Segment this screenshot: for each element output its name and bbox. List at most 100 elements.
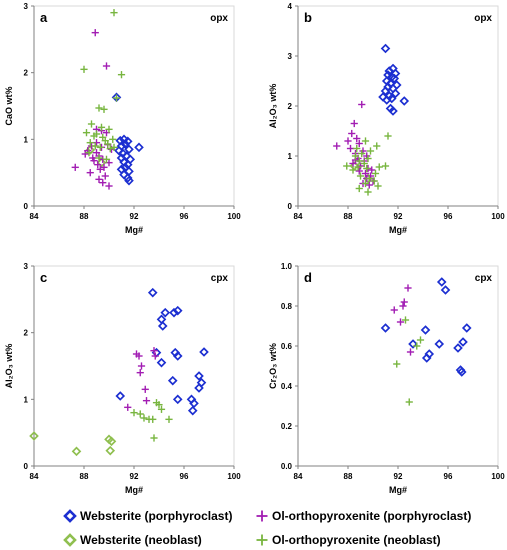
data-point <box>361 137 370 145</box>
data-point <box>96 143 104 151</box>
data-point <box>101 172 109 180</box>
legend-label: Ol-orthopyroxenite (porphyroclast) <box>272 509 471 523</box>
y-tick-label: 1 <box>24 135 29 144</box>
data-point <box>421 353 432 363</box>
panel-letter: c <box>40 270 47 285</box>
legend-label: Ol-orthopyroxenite (neoblast) <box>272 533 441 547</box>
data-point <box>165 415 173 423</box>
data-point <box>97 123 106 131</box>
x-tick-label: 92 <box>130 472 139 481</box>
data-point <box>149 415 157 423</box>
y-tick-label: 1 <box>288 152 293 161</box>
y-tick-label: 2 <box>24 329 29 338</box>
data-point <box>90 132 98 140</box>
data-point <box>399 96 410 106</box>
data-point <box>172 351 183 361</box>
data-point <box>140 414 148 422</box>
series-ol_neo <box>393 316 425 406</box>
data-point <box>384 132 392 140</box>
data-point <box>355 139 363 148</box>
data-point <box>105 445 116 456</box>
panel-c: 84 88 92 96 100 0 1 2 3 Mg# Al₂O₃ wt% c cpx <box>4 262 241 495</box>
data-point <box>368 166 376 174</box>
series-websterite_porph <box>115 287 209 416</box>
y-tick-label: 4 <box>288 2 293 11</box>
data-point <box>348 129 356 138</box>
y-tick-label: 0.2 <box>281 422 293 431</box>
x-tick-label: 88 <box>344 212 353 221</box>
series-websterite_porph <box>111 92 144 186</box>
data-point <box>356 172 365 180</box>
panel-mineral-label: cpx <box>211 273 229 284</box>
data-point <box>135 352 143 360</box>
panel-letter: a <box>40 10 48 25</box>
plot-frame <box>33 265 235 467</box>
data-point <box>194 383 204 393</box>
data-point <box>371 169 380 178</box>
data-point <box>100 163 108 171</box>
legend: Websterite (porphyroclast) Ol-orthopyroxe… <box>63 509 471 547</box>
y-tick-label: 0 <box>24 202 29 211</box>
legend-item-websterite_neo: Websterite (neoblast) <box>63 533 202 547</box>
x-axis-title: Mg# <box>389 485 407 495</box>
data-point <box>130 409 138 417</box>
data-point <box>456 367 467 377</box>
data-point <box>361 179 370 188</box>
x-tick-label: 100 <box>227 212 241 221</box>
data-point <box>364 154 372 163</box>
data-point <box>147 287 158 298</box>
panel-mineral-label: opx <box>210 13 228 24</box>
data-point <box>29 431 39 441</box>
data-point <box>155 401 163 409</box>
data-point <box>346 144 355 153</box>
data-point <box>86 139 94 147</box>
data-point <box>380 323 391 333</box>
data-point <box>393 360 401 368</box>
data-point <box>413 342 421 350</box>
data-point <box>124 144 134 155</box>
data-point <box>343 162 351 170</box>
data-point <box>136 410 144 418</box>
data-point <box>82 129 91 137</box>
data-point <box>110 9 118 17</box>
data-point <box>87 120 96 128</box>
data-point <box>354 163 362 171</box>
data-point <box>141 385 149 393</box>
x-tick-label: 92 <box>394 472 403 481</box>
panel-mineral-label: cpx <box>475 273 493 284</box>
y-tick-label: 3 <box>24 2 29 11</box>
y-tick-label: 0 <box>24 462 29 471</box>
panel-b: 84 88 92 96 100 0 1 2 3 4 Mg# Al₂O₃ wt% b opx <box>268 2 505 235</box>
panel-letter: d <box>304 270 312 285</box>
y-tick-label: 2 <box>288 102 293 111</box>
x-tick-label: 96 <box>444 472 453 481</box>
data-point <box>381 95 392 105</box>
data-point <box>106 145 114 153</box>
data-point <box>189 398 199 409</box>
x-tick-label: 84 <box>294 472 303 481</box>
data-point <box>157 405 166 413</box>
data-point <box>124 403 132 411</box>
y-tick-label: 3 <box>288 52 293 61</box>
data-point <box>353 144 361 153</box>
data-point <box>344 137 352 145</box>
data-point <box>399 302 407 310</box>
data-point <box>365 174 373 183</box>
data-point <box>71 163 79 171</box>
x-tick-label: 84 <box>294 212 303 221</box>
series-ol_porph <box>124 347 159 411</box>
x-tick-label: 92 <box>394 212 403 221</box>
data-point <box>388 106 398 116</box>
data-point <box>160 307 171 318</box>
y-tick-label: 0.0 <box>281 462 293 471</box>
legend-plus-marker <box>256 510 268 522</box>
x-tick-label: 88 <box>80 472 89 481</box>
series-ol_porph <box>333 100 377 189</box>
data-point <box>349 166 357 174</box>
series-ol_porph <box>71 29 116 190</box>
data-point <box>363 164 371 173</box>
data-point <box>109 135 117 143</box>
data-point <box>351 152 360 160</box>
series-websterite_neo <box>29 431 117 457</box>
series-ol_neo <box>343 132 392 196</box>
